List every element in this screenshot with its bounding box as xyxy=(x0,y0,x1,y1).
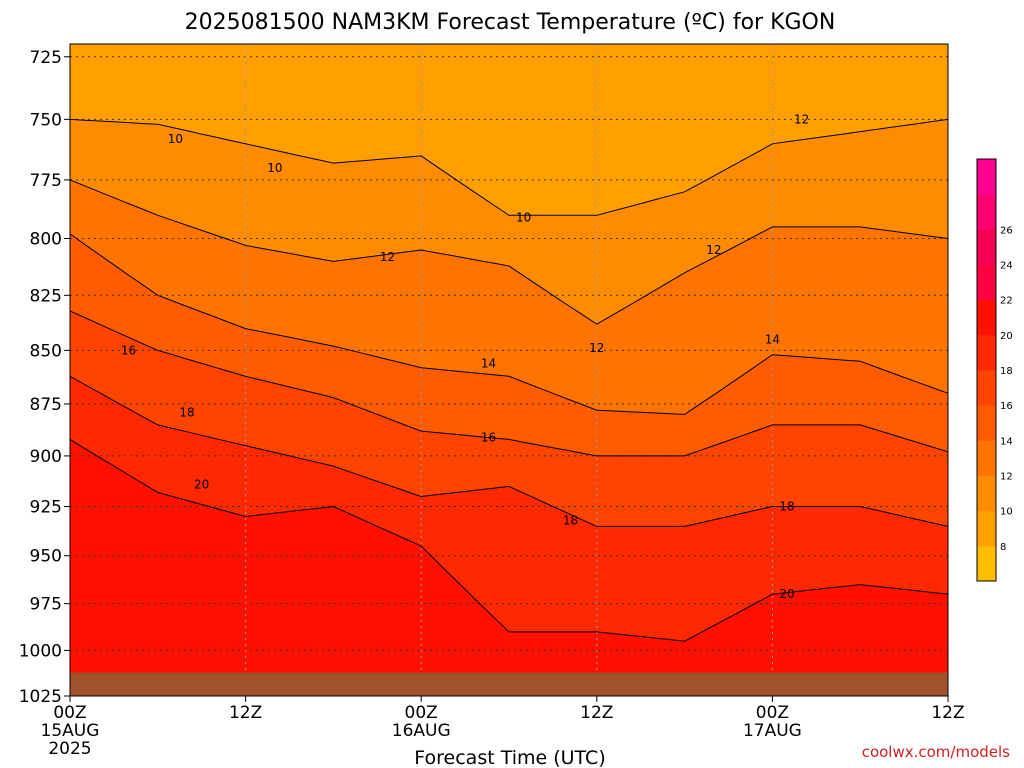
colorbar-label: 22 xyxy=(1000,296,1013,307)
contour-label: 12 xyxy=(794,112,809,126)
contour-label: 10 xyxy=(168,132,183,146)
colorbar-label: 18 xyxy=(1000,366,1013,377)
chart-title: 2025081500 NAM3KM Forecast Temperature (… xyxy=(185,10,836,35)
contour-label: 16 xyxy=(121,343,136,357)
colorbar-swatch xyxy=(977,545,996,582)
y-tick-label: 1025 xyxy=(19,687,62,707)
contour-line xyxy=(69,233,949,415)
colorbar-swatch xyxy=(977,194,996,230)
plot-area xyxy=(70,44,948,696)
contour-line xyxy=(69,179,949,325)
contour-label: 12 xyxy=(706,243,721,257)
temperature-band xyxy=(70,233,948,456)
y-tick-label: 1000 xyxy=(19,641,62,661)
colorbar-swatch xyxy=(977,334,996,371)
colorbar-swatch xyxy=(977,440,996,476)
colorbar-label: 10 xyxy=(1000,507,1013,518)
colorbar-swatch xyxy=(977,405,996,441)
y-axis: 725 750 775 800 825 850 875 900 925 950 975 1000 102… xyxy=(19,48,70,707)
colorbar-frame xyxy=(976,158,997,582)
x-tick-year-label: 2025 xyxy=(48,739,91,759)
y-tick-label: 925 xyxy=(30,498,62,518)
contour-label: 20 xyxy=(194,477,209,491)
y-tick-label: 775 xyxy=(30,171,62,191)
x-tick-date-label: 16AUG xyxy=(392,721,451,741)
contour-line xyxy=(69,118,949,216)
contour-label: 12 xyxy=(589,341,604,355)
contour-label: 18 xyxy=(179,405,194,419)
credit-text: coolwx.com/models xyxy=(862,743,1010,761)
y-tick-label: 750 xyxy=(30,110,62,130)
grid-lines xyxy=(70,44,948,696)
y-tick-label: 900 xyxy=(30,447,62,467)
x-tick-label: 00Z xyxy=(756,703,789,723)
y-tick-label: 875 xyxy=(30,395,62,415)
x-tick-label: 00Z xyxy=(405,703,438,723)
colorbar-swatch xyxy=(977,159,996,195)
colorbar-swatch xyxy=(977,510,996,547)
contour-label: 20 xyxy=(779,587,794,601)
y-tick-label: 800 xyxy=(30,229,62,249)
colorbar-swatch xyxy=(977,370,996,406)
ground-surface xyxy=(70,672,948,696)
contour-label: 10 xyxy=(516,211,531,225)
x-axis-title: Forecast Time (UTC) xyxy=(414,747,605,768)
temperature-band xyxy=(70,119,948,325)
y-tick-label: 950 xyxy=(30,547,62,567)
contour-label: 18 xyxy=(779,500,794,514)
y-tick-label: 975 xyxy=(30,595,62,615)
y-tick-label: 725 xyxy=(30,48,62,68)
contour-label: 10 xyxy=(267,161,282,175)
contour-lines: 10 10 10 12 12 12 12 14 14 16 16 18 18 18 20 20 xyxy=(69,112,949,642)
temperature-band xyxy=(70,376,948,642)
x-tick-label: 12Z xyxy=(580,703,613,723)
colorbar: 8 10 12 14 16 18 20 22 24 26 xyxy=(976,158,1013,582)
plot-frame xyxy=(69,43,949,697)
contour-label: 14 xyxy=(765,333,780,347)
temperature-band xyxy=(70,439,948,696)
colorbar-label: 24 xyxy=(1000,261,1013,272)
colorbar-swatch xyxy=(977,299,996,336)
temperature-band xyxy=(70,310,948,527)
colorbar-label: 26 xyxy=(1000,225,1013,236)
colorbar-label: 20 xyxy=(1000,331,1013,342)
contour-label: 16 xyxy=(481,430,496,444)
x-tick-label: 12Z xyxy=(229,703,262,723)
contour-line xyxy=(69,438,949,642)
colorbar-swatch xyxy=(977,475,996,512)
colorbar-label: 12 xyxy=(1000,472,1013,483)
temperature-band xyxy=(70,179,948,415)
contour-label: 14 xyxy=(481,356,496,370)
colorbar-label: 14 xyxy=(1000,436,1013,447)
contour-label: 18 xyxy=(563,513,578,527)
ground-fill xyxy=(70,672,948,696)
colorbar-swatch xyxy=(977,264,996,301)
contour-line xyxy=(69,310,949,457)
x-tick-label: 00Z xyxy=(53,703,86,723)
x-tick-date-label: 15AUG xyxy=(41,721,100,741)
contour-label: 12 xyxy=(380,250,395,264)
y-tick-label: 850 xyxy=(30,341,62,361)
contour-line xyxy=(69,375,949,527)
colorbar-label: 8 xyxy=(1000,542,1006,553)
x-tick-date-label: 17AUG xyxy=(743,721,802,741)
x-tick-label: 12Z xyxy=(931,703,964,723)
colorbar-swatch xyxy=(977,229,996,265)
y-tick-label: 825 xyxy=(30,286,62,306)
colorbar-label: 16 xyxy=(1000,401,1013,412)
